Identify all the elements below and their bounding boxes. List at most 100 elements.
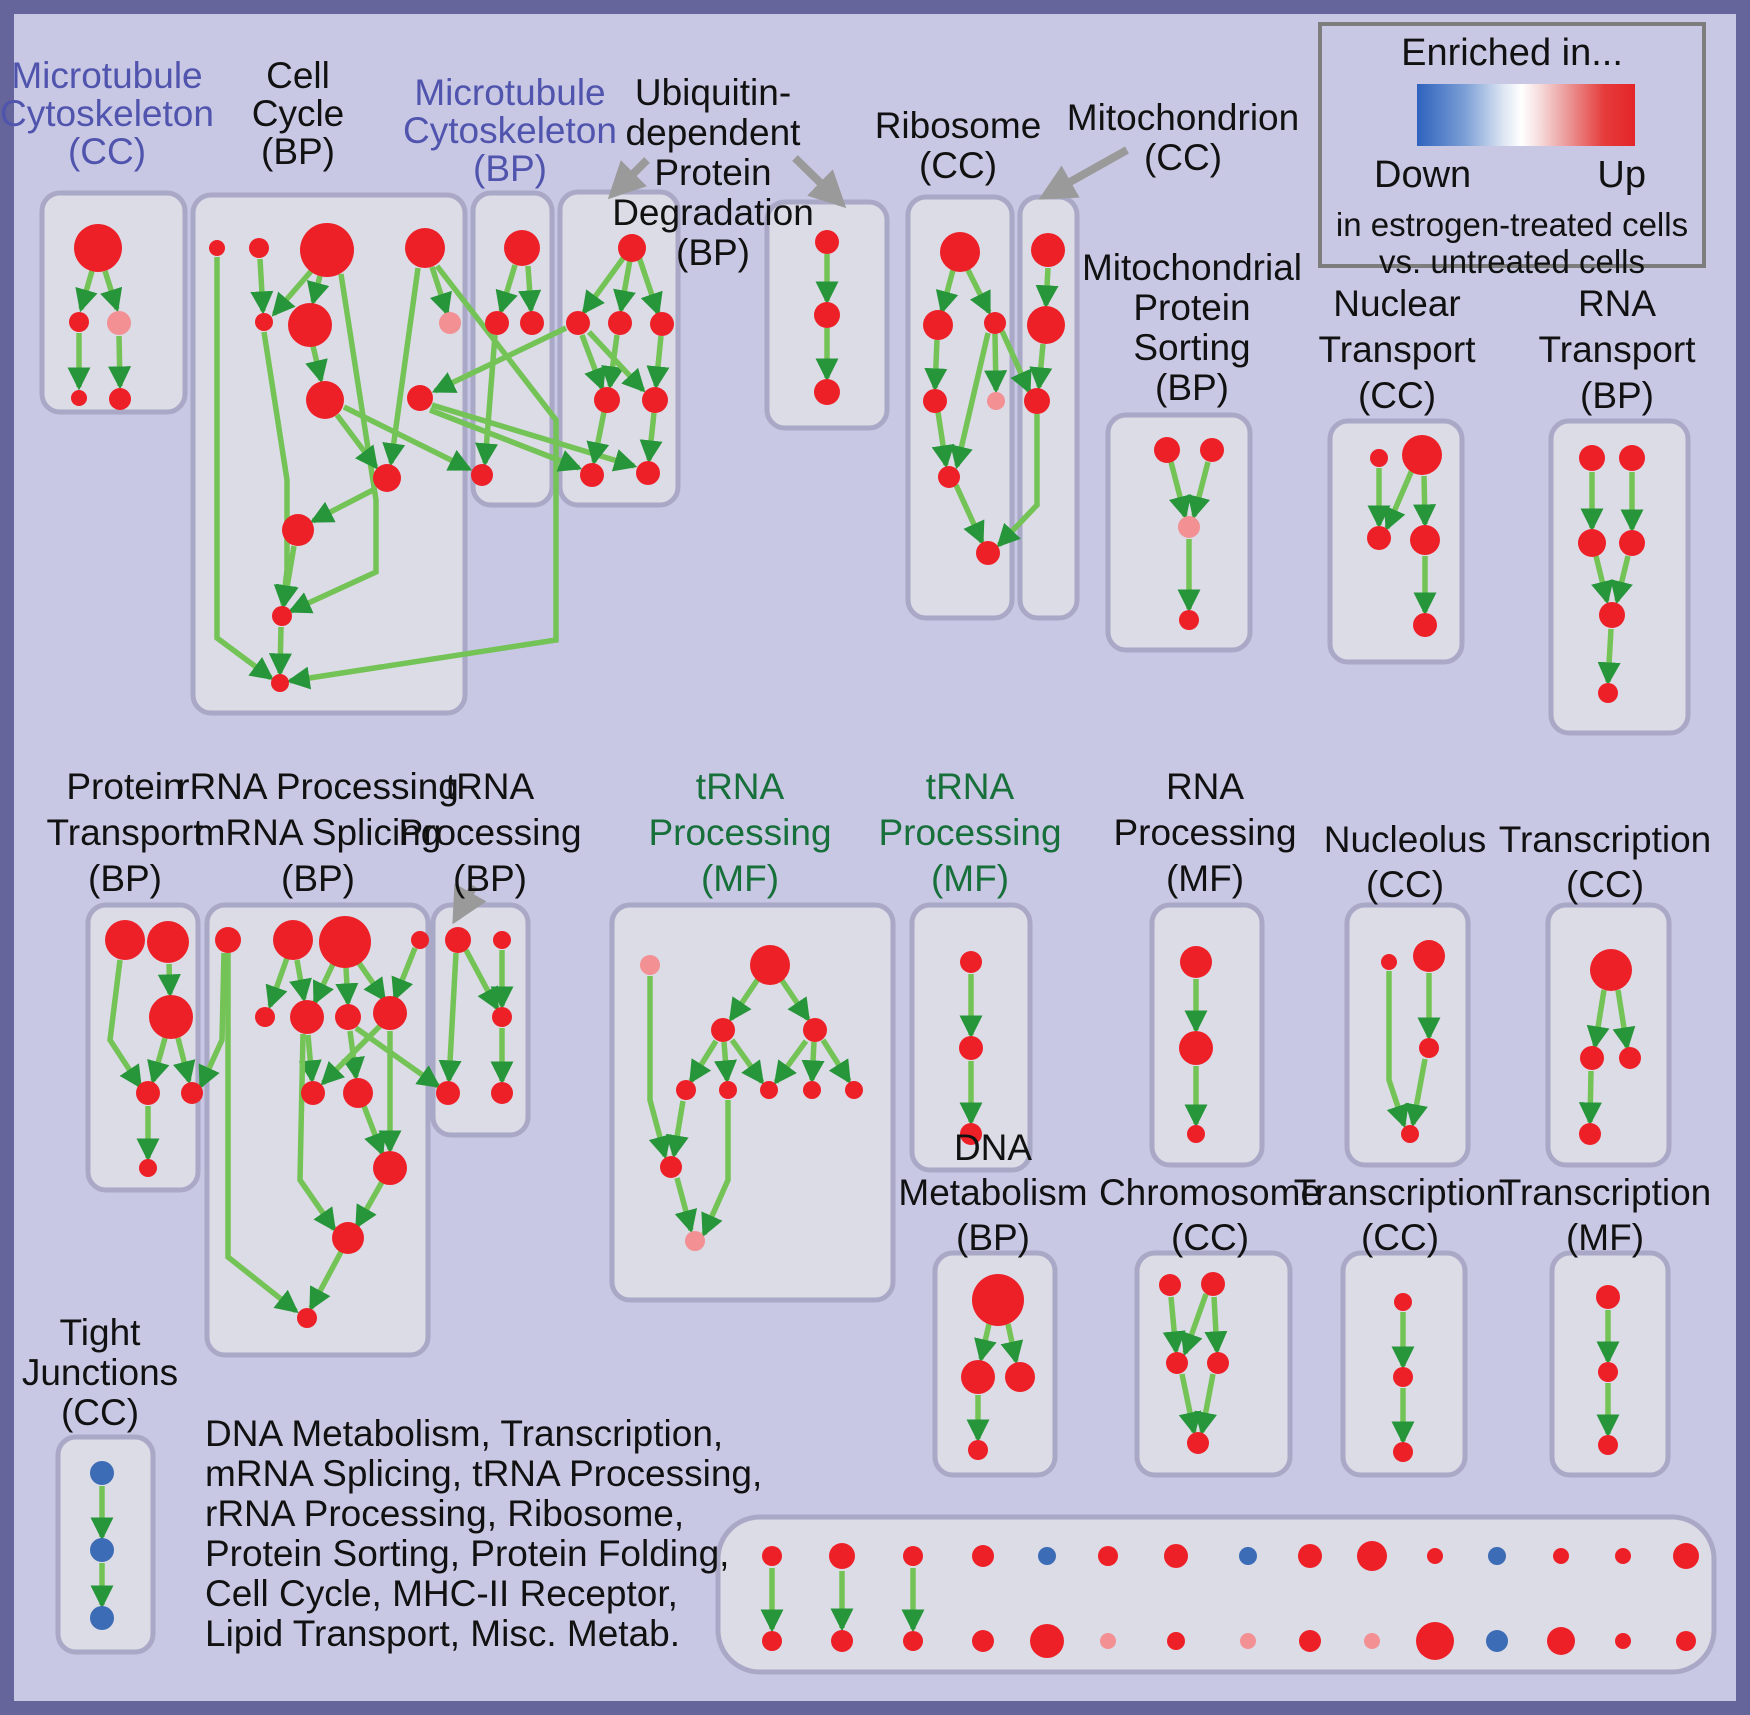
protein-transport-bp-node bbox=[181, 1082, 203, 1104]
misc-functions-node bbox=[1298, 1544, 1322, 1568]
trna-processing-mf-large-node bbox=[750, 945, 790, 985]
trna-processing-mf-small-node bbox=[960, 1123, 982, 1145]
edge-arrow bbox=[305, 345, 328, 384]
edge-arrow bbox=[518, 265, 542, 314]
cell-cycle-bp-node bbox=[407, 385, 433, 411]
edge-arrow bbox=[1180, 1293, 1209, 1357]
misc-functions-node bbox=[1030, 1624, 1064, 1658]
edge-arrow bbox=[984, 333, 1008, 394]
transcription-mf-node bbox=[1598, 1435, 1618, 1455]
cell-cycle-bp-node bbox=[272, 606, 292, 626]
edge-arrow bbox=[475, 334, 499, 467]
ubiquitin-dependent-protein-degradation-bp-node bbox=[608, 311, 632, 335]
edge-arrow bbox=[1162, 1296, 1186, 1355]
ubiquitin-dependent-protein-degradation-bp-node bbox=[566, 311, 590, 335]
edge-arrow bbox=[999, 329, 1032, 395]
cell-cycle-bp-node bbox=[439, 312, 461, 334]
rrna-processing-mrna-splicing-bp-node bbox=[332, 1222, 364, 1254]
edge-arrow bbox=[665, 1100, 689, 1159]
trna-processing-mf-large-node bbox=[711, 1018, 735, 1042]
transcription-cc-lower-node bbox=[1393, 1367, 1413, 1387]
edge-arrow bbox=[431, 325, 568, 394]
transcription-cc-lower-node bbox=[1394, 1293, 1412, 1311]
microtubule-cytoskeleton-bp-label: Microtubule Cytoskeleton (BP) bbox=[403, 72, 617, 189]
protein-transport-bp-label: Protein Transport (BP) bbox=[47, 766, 205, 899]
chromosome-cc-node bbox=[1187, 1432, 1209, 1454]
edge-arrow bbox=[950, 332, 991, 470]
nucleolus-cc-box bbox=[1344, 902, 1471, 1168]
trna-processing-mf-large-label: tRNA Processing (MF) bbox=[648, 766, 831, 899]
edge-arrow bbox=[429, 266, 452, 317]
edge-arrow bbox=[974, 1323, 997, 1363]
ribosome-cc-node bbox=[923, 389, 947, 413]
edge-arrow bbox=[996, 414, 1040, 548]
trna-processing-mf-large-node bbox=[676, 1080, 696, 1100]
edge-arrow bbox=[495, 264, 518, 315]
cell-cycle-bp-node bbox=[249, 238, 269, 258]
edge-arrow bbox=[729, 1038, 765, 1085]
microtubule-cytoskeleton-cc-node bbox=[69, 312, 89, 332]
misc-functions-node bbox=[1167, 1632, 1185, 1650]
microtubule-cytoskeleton-cc-label: Microtubule Cytoskeleton (CC) bbox=[0, 55, 214, 172]
edge-arrow bbox=[309, 486, 377, 524]
transcription-mf-label: Transcription (MF) bbox=[1499, 1172, 1711, 1258]
trna-processing-bp-node bbox=[491, 1082, 513, 1104]
label-pointer-arrow bbox=[792, 155, 847, 209]
nucleolus-cc-node bbox=[1381, 954, 1397, 970]
mitochondrion-cc-node bbox=[1024, 388, 1050, 414]
ubiquitin-dependent-protein-degradation-bp-node bbox=[814, 302, 840, 328]
misc-functions-node bbox=[1239, 1547, 1257, 1565]
edge-arrow bbox=[1178, 1373, 1202, 1436]
rna-processing-mf-box bbox=[1149, 902, 1265, 1168]
edge-arrow bbox=[320, 1023, 383, 1086]
chromosome-cc-node bbox=[1201, 1272, 1225, 1296]
edge-arrow bbox=[636, 256, 663, 317]
ubiquitin-dependent-protein-degradation-bp-node bbox=[815, 230, 839, 254]
label-pointer-arrow bbox=[607, 157, 650, 200]
edge-arrow bbox=[728, 977, 761, 1022]
nuclear-transport-cc-node bbox=[1370, 449, 1388, 467]
ubiquitin-dependent-protein-degradation-bp-node bbox=[650, 312, 674, 336]
ribosome-cc-label: Ribosome (CC) bbox=[875, 105, 1042, 186]
edge-arrow bbox=[214, 257, 274, 681]
tight-junctions-cc-node bbox=[90, 1606, 114, 1630]
edge-arrow bbox=[342, 404, 473, 472]
misc-functions-node bbox=[1427, 1548, 1443, 1564]
misc-functions-node bbox=[1486, 1630, 1508, 1652]
microtubule-cytoskeleton-cc-node bbox=[109, 388, 131, 410]
mitochondrial-protein-sorting-bp-box bbox=[1105, 412, 1253, 653]
rna-transport-bp-label: RNA Transport (BP) bbox=[1539, 283, 1697, 416]
ribosome-cc-node bbox=[984, 312, 1006, 334]
edge-arrow bbox=[287, 273, 379, 614]
microtubule-cytoskeleton-cc-node bbox=[107, 311, 131, 335]
mitochondrion-cc-node bbox=[1031, 233, 1065, 267]
trna-processing-mf-large-node bbox=[845, 1081, 863, 1099]
ribosome-cc-node bbox=[923, 310, 953, 340]
cell-cycle-bp-node bbox=[405, 228, 445, 268]
nuclear-transport-cc-node bbox=[1402, 435, 1442, 475]
misc-functions-node bbox=[1357, 1541, 1387, 1571]
edge-arrow bbox=[820, 1038, 852, 1084]
rrna-processing-mrna-splicing-bp-node bbox=[373, 1151, 407, 1185]
edge-arrow bbox=[1194, 1373, 1218, 1436]
transcription-cc-upper-node bbox=[1579, 1123, 1601, 1145]
edge-arrow bbox=[268, 626, 292, 677]
rna-transport-bp-node bbox=[1619, 445, 1645, 471]
edge-arrow bbox=[931, 411, 955, 469]
rna-transport-bp-node bbox=[1598, 683, 1618, 703]
trna-processing-mf-large-node bbox=[760, 1081, 778, 1099]
trna-processing-mf-small-label: tRNA Processing (MF) bbox=[878, 766, 1061, 899]
edge-arrow bbox=[1597, 628, 1621, 686]
cell-cycle-bp-node bbox=[255, 313, 273, 331]
legend: Enriched in... Down Up in estrogen-treat… bbox=[1318, 22, 1706, 280]
mitochondrial-protein-sorting-bp-label: Mitochondrial Protein Sorting (BP) bbox=[1082, 247, 1302, 408]
edge-arrow bbox=[334, 413, 379, 470]
transcription-cc-upper-box bbox=[1545, 902, 1672, 1168]
trna-processing-mf-large-node bbox=[640, 955, 660, 975]
rrna-processing-mrna-splicing-bp-node bbox=[373, 996, 407, 1030]
edge-arrow bbox=[674, 1177, 698, 1234]
edge-arrow bbox=[773, 1039, 809, 1085]
nuclear-transport-cc-box bbox=[1327, 418, 1465, 665]
nuclear-transport-cc-node bbox=[1413, 613, 1437, 637]
